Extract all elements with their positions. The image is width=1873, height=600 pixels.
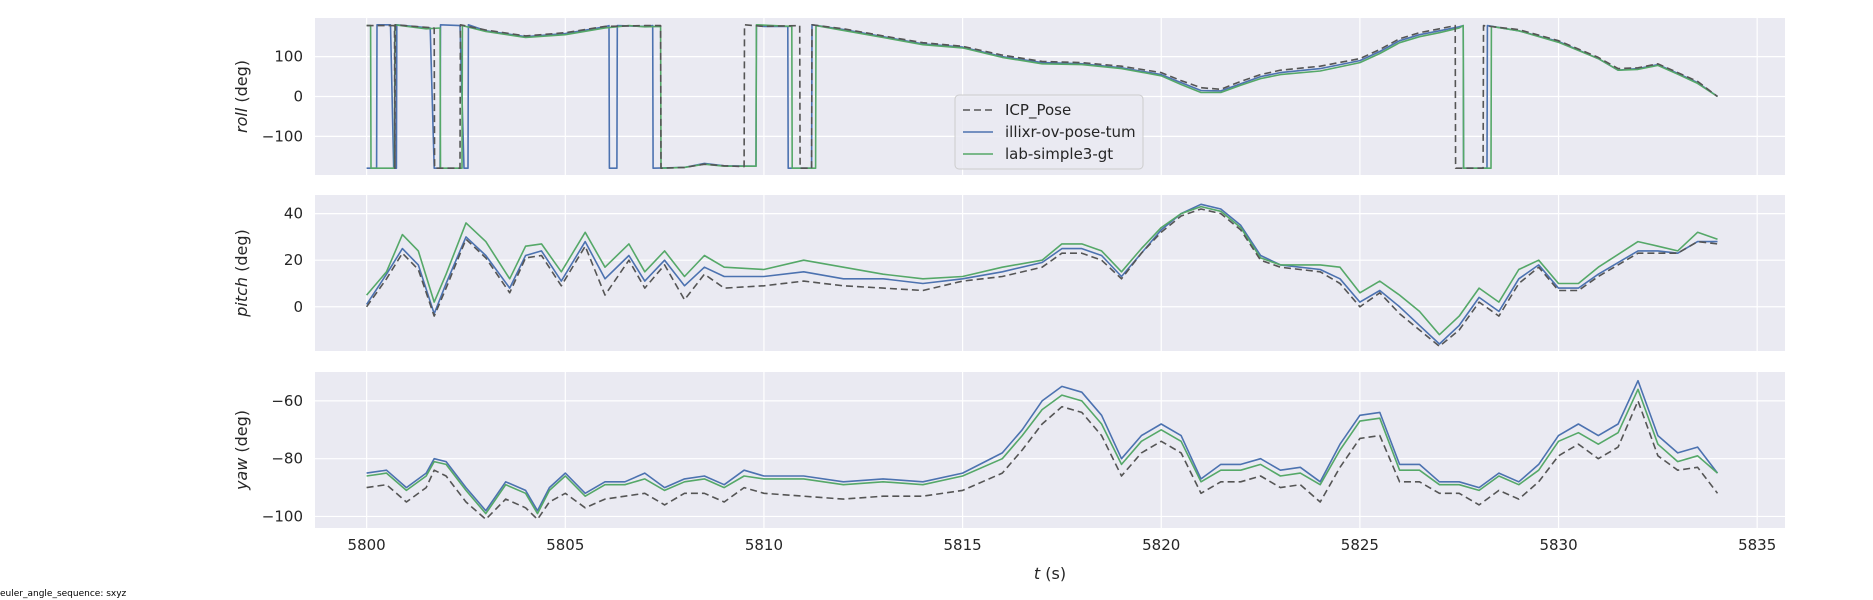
y-axis-label-main: yaw <box>232 457 251 491</box>
panel-pitch: 40 20 0 pitch (deg) <box>232 195 1785 351</box>
series-line-illixr-ov-pose-tum <box>366 379 1719 512</box>
y-tick-label: −60 <box>271 392 303 410</box>
legend: ICP_Pose illixr-ov-pose-tum lab-simple3-gt <box>954 94 1144 170</box>
series-line-illixr-ov-pose-tum <box>365 203 1718 345</box>
y-tick-label: −80 <box>271 450 303 468</box>
y-tick-label: 20 <box>284 251 303 269</box>
legend-label: lab-simple3-gt <box>1005 145 1113 163</box>
x-tick-label: 5815 <box>944 536 982 554</box>
y-tick-label: 0 <box>293 298 303 316</box>
x-tick-label: 5830 <box>1539 536 1577 554</box>
x-tick-label: 5835 <box>1738 536 1776 554</box>
series-line-lab-simple3-gt <box>366 388 1719 515</box>
y-axis-label-main: pitch <box>232 277 251 318</box>
y-axis-label: roll (deg) <box>232 60 251 133</box>
y-axis-label-unit: (deg) <box>232 229 251 277</box>
series-line-icp-pose <box>365 208 1718 348</box>
legend-box <box>954 94 1144 170</box>
legend-label: illixr-ov-pose-tum <box>1005 123 1136 141</box>
x-axis: 5800 5805 5810 5815 5820 5825 5830 5835 t (s) <box>348 536 1777 583</box>
y-axis-label: yaw (deg) <box>232 410 251 491</box>
y-tick-label: −100 <box>262 507 303 525</box>
panel-yaw: −60 −80 −100 yaw (deg) <box>232 372 1785 528</box>
y-tick-label: 0 <box>293 88 303 106</box>
series-line-icp-pose <box>366 400 1719 521</box>
series-line-lab-simple3-gt <box>365 205 1718 336</box>
x-tick-label: 5820 <box>1142 536 1180 554</box>
y-axis-label-main: roll <box>232 107 251 133</box>
legend-label: ICP_Pose <box>1005 101 1071 120</box>
x-axis-label-main: t <box>1034 564 1041 583</box>
y-axis-label-unit: (deg) <box>232 410 251 458</box>
x-tick-label: 5800 <box>348 536 386 554</box>
panel-background <box>315 372 1785 528</box>
series-line-icp-pose <box>366 24 1718 169</box>
panel-background <box>315 195 1785 351</box>
y-tick-label: 100 <box>274 48 303 66</box>
y-axis-label: pitch (deg) <box>232 229 251 318</box>
y-tick-label: 40 <box>284 205 303 223</box>
x-axis-label: t (s) <box>1034 564 1066 583</box>
x-tick-label: 5810 <box>745 536 783 554</box>
series-line-lab-simple3-gt <box>366 24 1718 169</box>
euler-sequence-note: euler_angle_sequence: sxyz <box>0 589 127 599</box>
y-tick-label: −100 <box>262 127 303 145</box>
panels-layer: 100 0 −100 roll (deg) 40 20 0 pitch (deg) −60 −80… <box>232 18 1785 528</box>
x-tick-label: 5825 <box>1341 536 1379 554</box>
x-tick-label: 5805 <box>546 536 584 554</box>
x-axis-label-unit: (s) <box>1040 564 1066 583</box>
y-axis-label-unit: (deg) <box>232 60 251 108</box>
